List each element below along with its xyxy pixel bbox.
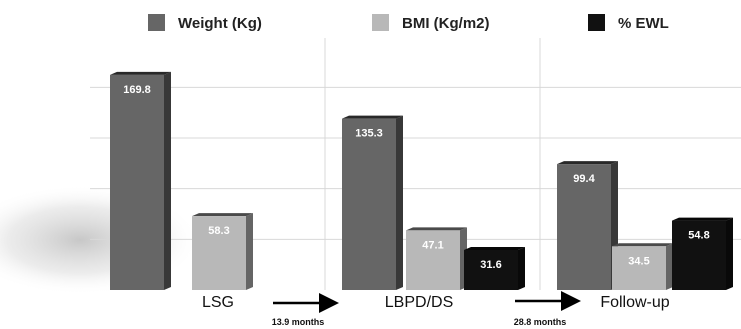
legend-label-weight: Weight (Kg) bbox=[178, 15, 262, 32]
bar-bmi-follow-up: 34.5 bbox=[612, 243, 673, 290]
bar-weight-lsg: 169.8 bbox=[110, 71, 171, 290]
value-label-ewl-follow-up: 54.8 bbox=[688, 230, 709, 242]
bar-ewl-follow-up: 54.8 bbox=[672, 217, 733, 290]
bar-bmi-follow-up-top bbox=[612, 243, 673, 247]
value-label-bmi-lbpd-ds: 47.1 bbox=[422, 239, 443, 251]
value-label-bmi-follow-up: 34.5 bbox=[628, 255, 649, 267]
bar-weight-lbpd-ds-top bbox=[342, 115, 403, 119]
value-label-weight-lsg: 169.8 bbox=[123, 84, 151, 96]
bar-bmi-lbpd-ds: 47.1 bbox=[406, 227, 467, 290]
bar-weight-lsg-front bbox=[110, 74, 164, 290]
legend-swatch-ewl bbox=[588, 14, 605, 31]
bar-bmi-lbpd-ds-front bbox=[406, 230, 460, 290]
category-label-lbpd-ds: LBPD/DS bbox=[385, 294, 453, 311]
bar-bmi-follow-up-front bbox=[612, 246, 666, 290]
bar-ewl-follow-up-top bbox=[672, 217, 733, 221]
bar-bmi-lsg-front bbox=[192, 216, 246, 290]
category-labels: LSG LBPD/DS Follow-up bbox=[202, 294, 670, 311]
bar-ewl-lbpd-ds-front bbox=[464, 249, 518, 290]
legend-item-weight: Weight (Kg) bbox=[148, 14, 262, 32]
bar-weight-follow-up-top bbox=[557, 161, 618, 165]
bars: 169.8 58.3 135.3 47.1 31.6 99.4 34.5 54.8 bbox=[110, 71, 733, 291]
bar-weight-lsg-side bbox=[164, 71, 171, 290]
interval-label-2: 28.8 months bbox=[514, 317, 567, 327]
bar-weight-follow-up: 99.4 bbox=[557, 161, 618, 290]
category-label-follow-up: Follow-up bbox=[600, 294, 669, 311]
legend-label-ewl: % EWL bbox=[618, 15, 669, 32]
bar-weight-lbpd-ds: 135.3 bbox=[342, 115, 403, 291]
bar-bmi-lbpd-ds-top bbox=[406, 227, 467, 231]
bar-ewl-lbpd-ds: 31.6 bbox=[464, 246, 525, 290]
bar-weight-lsg-top bbox=[110, 71, 171, 75]
bar-bmi-lsg-side bbox=[246, 213, 253, 290]
legend-item-bmi: BMI (Kg/m2) bbox=[372, 14, 490, 32]
legend-swatch-bmi bbox=[372, 14, 389, 31]
bar-ewl-follow-up-front bbox=[672, 220, 726, 290]
interval-label-1: 13.9 months bbox=[272, 317, 325, 327]
legend-swatch-weight bbox=[148, 14, 165, 31]
bar-weight-follow-up-front bbox=[557, 164, 611, 290]
bar-weight-lbpd-ds-side bbox=[396, 115, 403, 291]
legend-label-bmi: BMI (Kg/m2) bbox=[402, 15, 490, 32]
bar-ewl-follow-up-side bbox=[726, 217, 733, 290]
bar-bmi-follow-up-side bbox=[666, 243, 673, 290]
interval-arrows: 13.9 months 28.8 months bbox=[272, 291, 581, 327]
legend-item-ewl: % EWL bbox=[588, 14, 669, 32]
legend: Weight (Kg) BMI (Kg/m2) % EWL bbox=[148, 14, 669, 32]
bar-bmi-lsg-top bbox=[192, 213, 253, 217]
value-label-bmi-lsg: 58.3 bbox=[208, 225, 229, 237]
value-label-ewl-lbpd-ds: 31.6 bbox=[480, 259, 501, 271]
value-label-weight-lbpd-ds: 135.3 bbox=[355, 128, 383, 140]
bar-bmi-lsg: 58.3 bbox=[192, 213, 253, 290]
value-label-weight-follow-up: 99.4 bbox=[573, 173, 595, 185]
category-label-lsg: LSG bbox=[202, 294, 234, 311]
bar-ewl-lbpd-ds-top bbox=[464, 246, 525, 250]
bar-weight-lbpd-ds-front bbox=[342, 118, 396, 291]
bar-ewl-lbpd-ds-side bbox=[518, 246, 525, 290]
